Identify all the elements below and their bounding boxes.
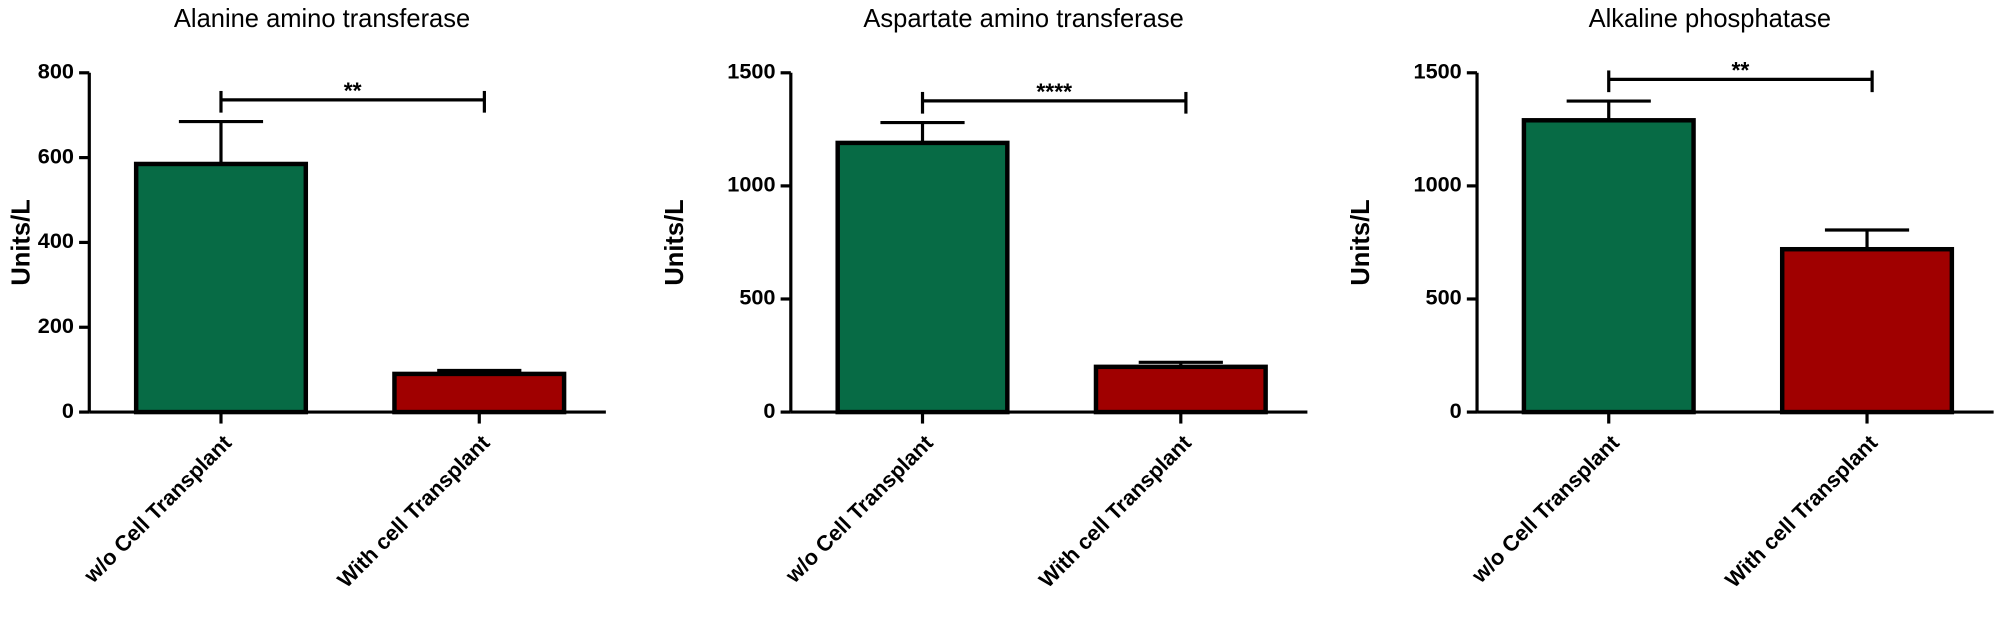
y-tick-label: 1500 bbox=[1414, 59, 1462, 84]
significance-label: ** bbox=[1732, 57, 1750, 83]
y-tick-label: 1500 bbox=[727, 59, 775, 84]
y-axis-label: Units/L bbox=[1347, 199, 1375, 285]
chart-title: Alkaline phosphatase bbox=[1589, 5, 1831, 33]
bar bbox=[133, 161, 309, 415]
y-tick-label: 500 bbox=[1426, 285, 1462, 310]
bar bbox=[1093, 364, 1268, 415]
bar bbox=[1779, 246, 1955, 415]
y-tick-label: 500 bbox=[739, 285, 775, 310]
y-tick-label: 400 bbox=[38, 228, 74, 253]
x-tick-label: w/o Cell Transplant bbox=[1466, 430, 1624, 588]
y-tick-label: 0 bbox=[62, 398, 74, 423]
bar bbox=[835, 140, 1010, 415]
x-tick-label: With cell Transplant bbox=[1720, 430, 1882, 592]
x-tick-label: w/o Cell Transplant bbox=[780, 430, 938, 588]
y-tick-label: 0 bbox=[763, 398, 775, 423]
significance-label: **** bbox=[1036, 78, 1072, 104]
x-tick-label: With cell Transplant bbox=[332, 430, 494, 592]
y-tick-label: 0 bbox=[1450, 398, 1462, 423]
x-tick-label: w/o Cell Transplant bbox=[78, 430, 236, 588]
x-tick-label: With cell Transplant bbox=[1034, 430, 1196, 592]
y-axis-label: Units/L bbox=[661, 199, 689, 285]
y-tick-label: 200 bbox=[38, 313, 74, 338]
y-axis-label: Units/L bbox=[8, 199, 36, 285]
bar bbox=[1521, 118, 1696, 415]
chart-title: Aspartate amino transferase bbox=[863, 5, 1183, 33]
y-tick-label: 800 bbox=[38, 59, 74, 84]
significance-label: ** bbox=[344, 77, 362, 103]
y-tick-label: 1000 bbox=[1414, 172, 1462, 197]
y-tick-label: 1000 bbox=[727, 172, 775, 197]
y-tick-label: 600 bbox=[38, 143, 74, 168]
chart-title: Alanine amino transferase bbox=[174, 5, 470, 33]
bar bbox=[392, 371, 567, 415]
